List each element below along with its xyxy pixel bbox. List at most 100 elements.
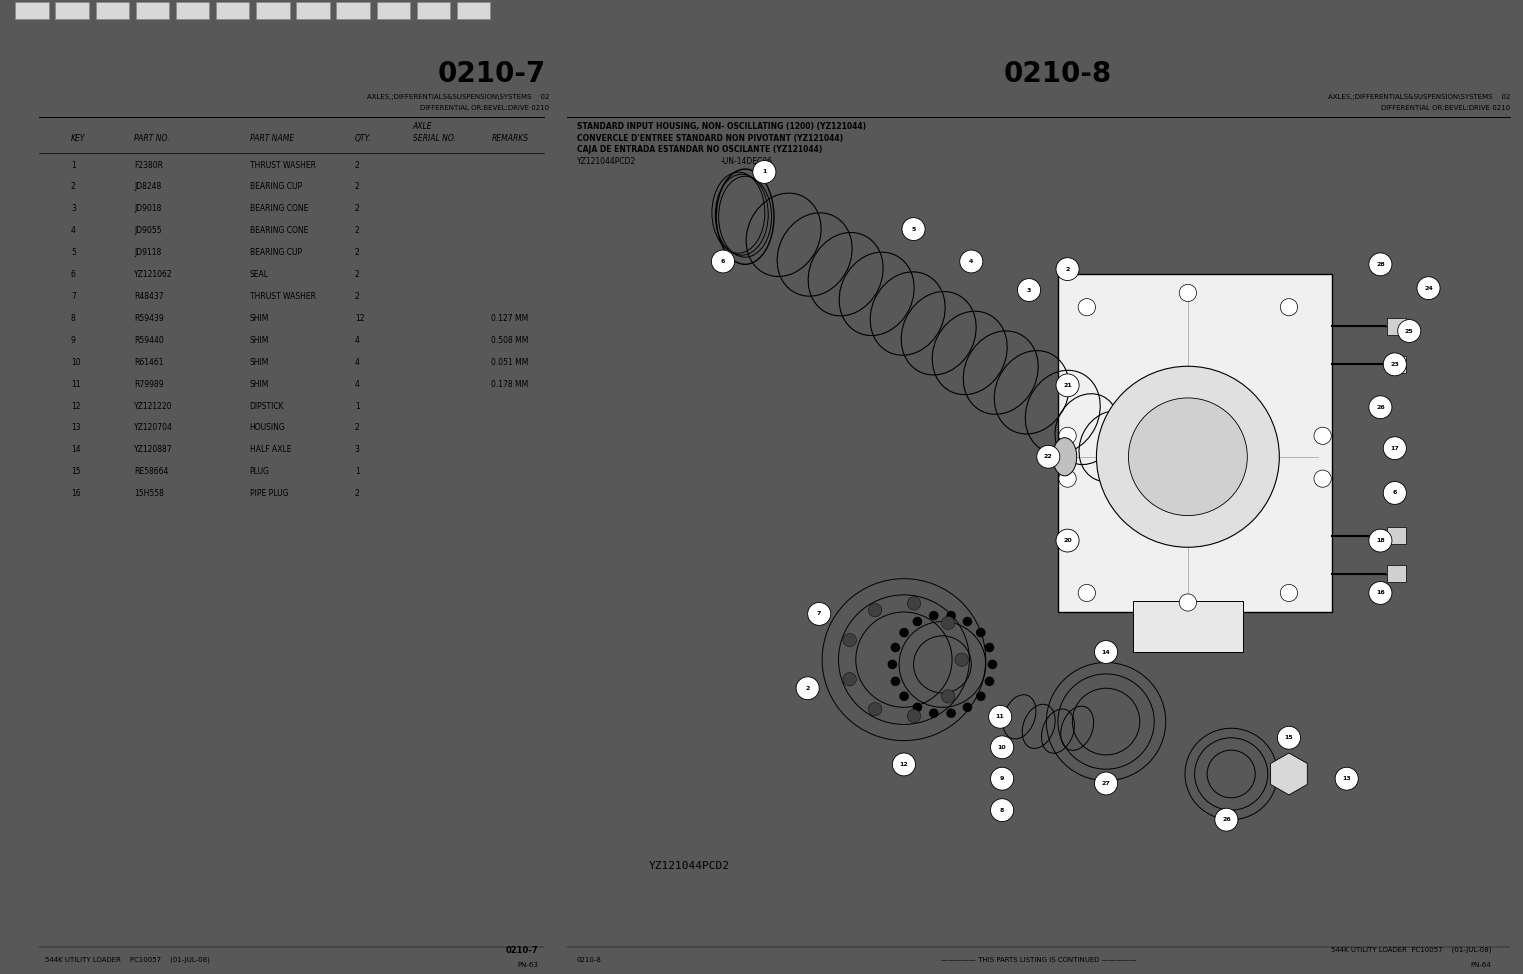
Circle shape: [1078, 584, 1095, 602]
Circle shape: [842, 672, 856, 686]
Text: CONVERCLE D'ENTREE STANDARD NON PIVOTANT (YZ121044): CONVERCLE D'ENTREE STANDARD NON PIVOTANT…: [577, 133, 842, 143]
Text: DIFFERENTIAL OR:BEVEL:DRIVE 0210: DIFFERENTIAL OR:BEVEL:DRIVE 0210: [1381, 105, 1511, 111]
Text: HOUSING: HOUSING: [250, 424, 285, 432]
Text: R79989: R79989: [134, 380, 163, 389]
Text: 0.127 MM: 0.127 MM: [492, 314, 528, 322]
Circle shape: [990, 736, 1014, 759]
Circle shape: [1314, 470, 1331, 487]
Circle shape: [988, 705, 1011, 729]
Circle shape: [1281, 299, 1298, 316]
Circle shape: [1055, 374, 1080, 396]
Text: AXLES,;DIFFERENTIALS&SUSPENSION\SYSTEMS    02: AXLES,;DIFFERENTIALS&SUSPENSION\SYSTEMS …: [367, 94, 550, 99]
Text: 5: 5: [911, 227, 915, 232]
Circle shape: [1055, 529, 1080, 552]
Text: 3: 3: [1027, 287, 1031, 292]
Text: YZ120887: YZ120887: [134, 445, 172, 454]
Circle shape: [990, 768, 1014, 790]
Text: 12: 12: [900, 762, 908, 767]
Text: YZ121044PCD2: YZ121044PCD2: [649, 861, 730, 871]
Text: PN-64: PN-64: [1470, 962, 1491, 968]
Circle shape: [908, 709, 921, 723]
Text: YZ120704: YZ120704: [134, 424, 174, 432]
Ellipse shape: [1052, 437, 1077, 476]
Circle shape: [868, 702, 882, 716]
Text: -UN-14DEC06: -UN-14DEC06: [720, 157, 774, 166]
Circle shape: [988, 659, 998, 669]
Circle shape: [1369, 529, 1392, 552]
Text: DIFFERENTIAL OR:BEVEL:DRIVE 0210: DIFFERENTIAL OR:BEVEL:DRIVE 0210: [420, 105, 550, 111]
Text: PART NO.: PART NO.: [134, 134, 169, 143]
FancyBboxPatch shape: [1387, 318, 1406, 335]
Text: 2: 2: [355, 424, 359, 432]
Circle shape: [1055, 258, 1080, 281]
Circle shape: [891, 643, 900, 653]
Circle shape: [946, 611, 956, 620]
Text: THRUST WASHER: THRUST WASHER: [250, 292, 315, 301]
Circle shape: [1215, 808, 1238, 831]
Text: HALF AXLE: HALF AXLE: [250, 445, 291, 454]
Bar: [337, 2, 370, 19]
Text: 2: 2: [355, 292, 359, 301]
Text: 2: 2: [355, 270, 359, 279]
Text: 25: 25: [1404, 328, 1413, 333]
Circle shape: [1129, 398, 1247, 515]
Text: 0210-7: 0210-7: [506, 946, 539, 955]
Text: 0210-7: 0210-7: [437, 59, 545, 88]
Text: 2: 2: [355, 248, 359, 257]
Text: 7: 7: [72, 292, 76, 301]
Text: 10: 10: [72, 357, 81, 366]
Text: 15: 15: [1284, 735, 1293, 740]
Text: 4: 4: [355, 336, 359, 345]
Text: YZ121062: YZ121062: [134, 270, 172, 279]
Text: PART NAME: PART NAME: [250, 134, 294, 143]
Text: 8: 8: [1001, 807, 1004, 812]
Text: JD9118: JD9118: [134, 248, 161, 257]
Circle shape: [929, 708, 938, 718]
Text: 0.178 MM: 0.178 MM: [492, 380, 528, 389]
Text: 1: 1: [762, 169, 766, 174]
Circle shape: [990, 799, 1014, 822]
Circle shape: [807, 603, 830, 625]
Text: SHIM: SHIM: [250, 357, 270, 366]
Text: 20: 20: [1063, 538, 1072, 543]
Text: 23: 23: [1390, 362, 1400, 367]
Circle shape: [902, 217, 924, 241]
Circle shape: [1078, 299, 1095, 316]
Text: 27: 27: [1101, 781, 1110, 786]
Circle shape: [976, 692, 985, 701]
Text: 4: 4: [969, 259, 973, 264]
Bar: [297, 2, 330, 19]
Circle shape: [929, 611, 938, 620]
Text: BEARING CONE: BEARING CONE: [250, 226, 308, 236]
Text: F2380R: F2380R: [134, 161, 163, 169]
Circle shape: [1037, 445, 1060, 468]
Text: 28: 28: [1375, 262, 1384, 267]
Text: PLUG: PLUG: [250, 468, 270, 476]
Text: JD9018: JD9018: [134, 205, 161, 213]
Circle shape: [1097, 366, 1279, 547]
FancyBboxPatch shape: [1058, 274, 1333, 612]
Text: 26: 26: [1375, 405, 1384, 410]
Text: 2: 2: [806, 686, 810, 691]
Circle shape: [752, 161, 775, 183]
Bar: [15, 2, 49, 19]
Circle shape: [1017, 279, 1040, 302]
Circle shape: [912, 702, 923, 712]
Text: 4: 4: [72, 226, 76, 236]
Text: 24: 24: [1424, 285, 1433, 290]
Text: 2: 2: [355, 226, 359, 236]
Bar: [136, 2, 169, 19]
Circle shape: [912, 617, 923, 626]
Text: 2: 2: [355, 161, 359, 169]
Text: R59440: R59440: [134, 336, 164, 345]
Text: 9: 9: [1001, 776, 1004, 781]
Circle shape: [946, 708, 956, 718]
Text: YZ121044PCD2: YZ121044PCD2: [577, 157, 637, 166]
Circle shape: [1369, 395, 1392, 419]
Text: SHIM: SHIM: [250, 336, 270, 345]
Text: 21: 21: [1063, 383, 1072, 388]
Text: 16: 16: [1375, 590, 1384, 595]
Bar: [96, 2, 129, 19]
Text: DIPSTICK: DIPSTICK: [250, 401, 285, 410]
Circle shape: [955, 653, 969, 666]
